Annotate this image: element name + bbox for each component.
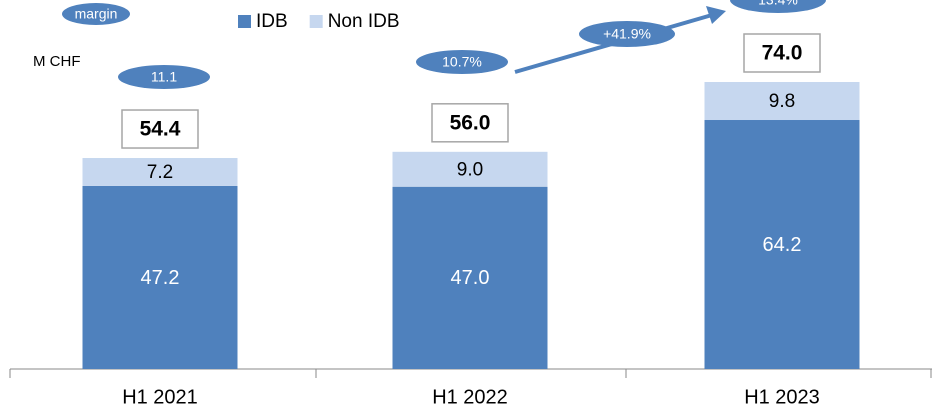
segment-label: 47.0 (451, 267, 490, 289)
annotation-text: margin (75, 6, 118, 22)
x-tick-label: H1 2021 (122, 386, 198, 408)
segment-label: 64.2 (763, 234, 802, 256)
segment-label: 47.2 (141, 267, 180, 289)
legend-swatch (238, 15, 251, 28)
arrow-head (706, 6, 726, 24)
legend-label: IDB (256, 11, 288, 32)
annotation-bubble (416, 50, 508, 74)
bar-segment (392, 186, 548, 369)
total-label: 54.4 (140, 118, 181, 141)
bar-segment (82, 185, 238, 369)
annotation-bubble (118, 65, 210, 89)
annotation-text: +41.9% (603, 26, 651, 42)
bar-segment (392, 151, 548, 187)
unit-label: M CHF (33, 53, 81, 70)
total-label: 56.0 (450, 111, 491, 134)
bar-segment (704, 82, 860, 121)
annotation-bubble (730, 0, 826, 13)
annotation-text: 10.7% (442, 54, 482, 70)
legend-label: Non IDB (328, 11, 400, 32)
segment-label: 9.0 (457, 159, 483, 180)
bar-segment (704, 120, 860, 369)
segment-label: 7.2 (147, 162, 173, 183)
total-label: 74.0 (762, 42, 803, 65)
annotation-bubble (579, 21, 675, 47)
total-box (121, 109, 199, 149)
legend-swatch (309, 15, 323, 28)
annotation-text: 11.1 (151, 69, 177, 85)
annotation-bubble (62, 3, 130, 25)
annotation-text: 13.4% (758, 0, 798, 8)
x-tick-label: H1 2023 (744, 386, 820, 408)
total-box (431, 103, 509, 143)
x-tick-label: H1 2022 (432, 386, 508, 408)
total-box (743, 33, 821, 73)
bar-segment (82, 158, 238, 186)
segment-label: 9.8 (769, 91, 795, 112)
